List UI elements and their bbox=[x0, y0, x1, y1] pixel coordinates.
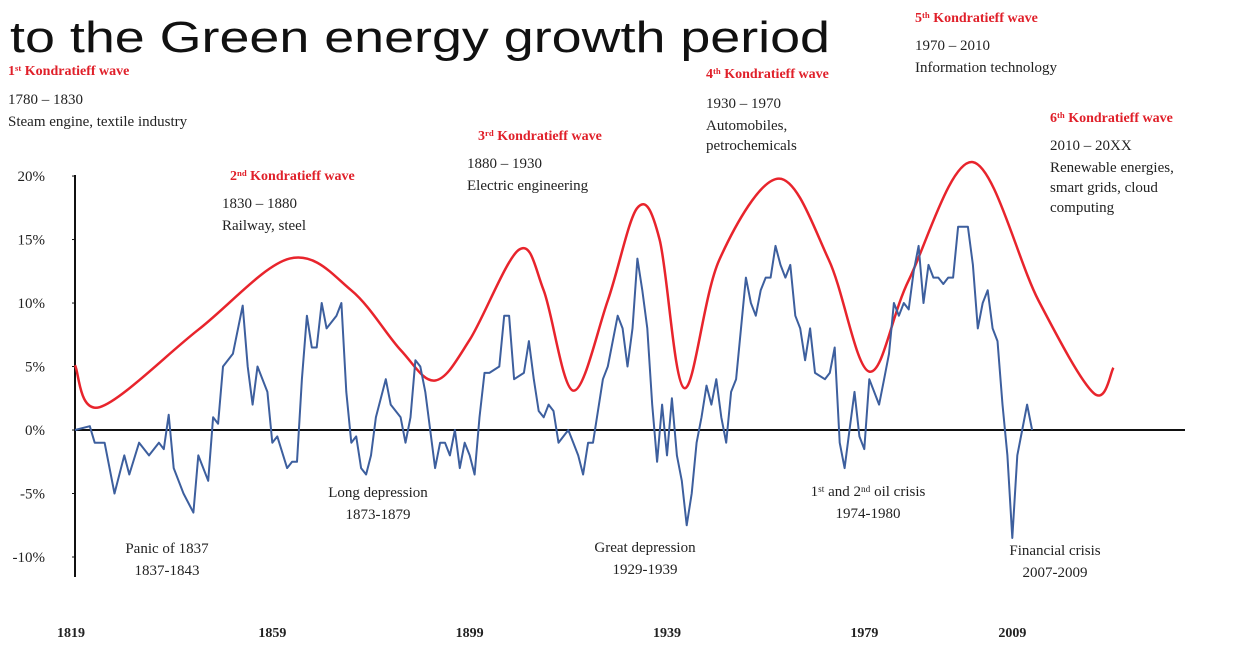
wave-heading: 4th Kondratieff wave bbox=[706, 66, 829, 82]
data-line bbox=[74, 225, 1034, 539]
wave-heading-part: Kondratieff wave bbox=[21, 64, 129, 79]
crisis-name: Panic of 1837 bbox=[125, 541, 209, 557]
wave-years: 1930 – 1970 bbox=[706, 96, 781, 112]
chart-title: to the Green energy growth period bbox=[10, 13, 830, 62]
wave-description: Automobiles, bbox=[706, 118, 787, 134]
wave-years: 1880 – 1930 bbox=[467, 156, 542, 172]
wave-heading-part: Kondratieff wave bbox=[494, 129, 602, 144]
wave-description: computing bbox=[1050, 200, 1115, 216]
wave-heading-part: th bbox=[1057, 110, 1065, 120]
wave-heading-part: Kondratieff wave bbox=[247, 169, 355, 184]
crisis-period: 1837-1843 bbox=[135, 563, 200, 579]
crisis-name-part: Financial crisis bbox=[1009, 543, 1100, 559]
wave-heading-part: 2 bbox=[230, 169, 237, 184]
wave-years: 1830 – 1880 bbox=[222, 196, 297, 212]
wave-years: 2010 – 20XX bbox=[1050, 138, 1132, 154]
wave-description: petrochemicals bbox=[706, 138, 797, 154]
crisis-name-part: Great depression bbox=[594, 540, 696, 556]
wave-description: Steam engine, textile industry bbox=[8, 114, 188, 130]
x-tick-label: 2009 bbox=[998, 626, 1026, 641]
wave-description: Renewable energies, bbox=[1050, 160, 1174, 176]
x-tick-label: 1979 bbox=[850, 626, 878, 641]
crisis-name-part: Panic of 1837 bbox=[125, 541, 209, 557]
x-tick-label: 1819 bbox=[57, 626, 85, 641]
crisis-name: Great depression bbox=[594, 540, 696, 556]
crisis-period: 1873-1879 bbox=[346, 507, 411, 523]
y-tick-label: -10% bbox=[13, 550, 46, 566]
wave-description: Information technology bbox=[915, 60, 1058, 76]
x-tick-label: 1939 bbox=[653, 626, 681, 641]
wave-years: 1780 – 1830 bbox=[8, 92, 83, 108]
wave-heading-part: Kondratieff wave bbox=[1065, 111, 1173, 126]
wave-heading-part: 3 bbox=[478, 129, 485, 144]
crisis-period: 1974-1980 bbox=[836, 506, 901, 522]
y-tick-label: 10% bbox=[18, 296, 46, 312]
wave-description: Railway, steel bbox=[222, 218, 306, 234]
wave-heading-part: st bbox=[15, 63, 21, 73]
crisis-name: 1st and 2nd oil crisis bbox=[811, 484, 926, 500]
wave-heading-part: 5 bbox=[915, 11, 922, 26]
wave-heading-part: 4 bbox=[706, 67, 713, 82]
wave-heading: 1st Kondratieff wave bbox=[8, 63, 129, 79]
crisis-name-part: nd bbox=[861, 485, 871, 495]
y-tick-label: 5% bbox=[25, 360, 45, 376]
crisis-period: 1929-1939 bbox=[613, 562, 678, 578]
wave-heading-part: Kondratieff wave bbox=[721, 67, 829, 82]
crisis-name-part: and 2 bbox=[824, 484, 861, 500]
y-tick-label: 15% bbox=[18, 233, 46, 249]
crisis-name: Financial crisis bbox=[1009, 543, 1100, 559]
wave-description: Electric engineering bbox=[467, 178, 589, 194]
y-tick-label: 20% bbox=[18, 169, 46, 185]
wave-years: 1970 – 2010 bbox=[915, 38, 990, 54]
x-tick-label: 1859 bbox=[258, 626, 286, 641]
x-tick-label: 1899 bbox=[456, 626, 484, 641]
wave-heading-part: 6 bbox=[1050, 111, 1057, 126]
crisis-name-part: st bbox=[818, 485, 825, 495]
wave-heading: 6th Kondratieff wave bbox=[1050, 110, 1173, 126]
wave-heading-part: th bbox=[922, 10, 930, 20]
y-tick-label: -5% bbox=[20, 487, 45, 503]
wave-description: smart grids, cloud bbox=[1050, 180, 1158, 196]
y-tick-label: 0% bbox=[25, 423, 45, 439]
data-line bbox=[73, 160, 1115, 409]
wave-heading-part: Kondratieff wave bbox=[930, 11, 1038, 26]
crisis-period: 2007-2009 bbox=[1023, 565, 1088, 581]
wave-heading: 3rd Kondratieff wave bbox=[478, 128, 602, 144]
crisis-name: Long depression bbox=[328, 485, 428, 501]
wave-heading-part: rd bbox=[485, 128, 494, 138]
wave-heading-part: 1 bbox=[8, 64, 15, 79]
wave-heading: 2nd Kondratieff wave bbox=[230, 168, 355, 184]
wave-heading: 5th Kondratieff wave bbox=[915, 10, 1038, 26]
crisis-name-part: 1 bbox=[811, 484, 819, 500]
wave-heading-part: nd bbox=[237, 168, 247, 178]
crisis-name-part: Long depression bbox=[328, 485, 428, 501]
crisis-name-part: oil crisis bbox=[870, 484, 925, 500]
wave-heading-part: th bbox=[713, 66, 721, 76]
